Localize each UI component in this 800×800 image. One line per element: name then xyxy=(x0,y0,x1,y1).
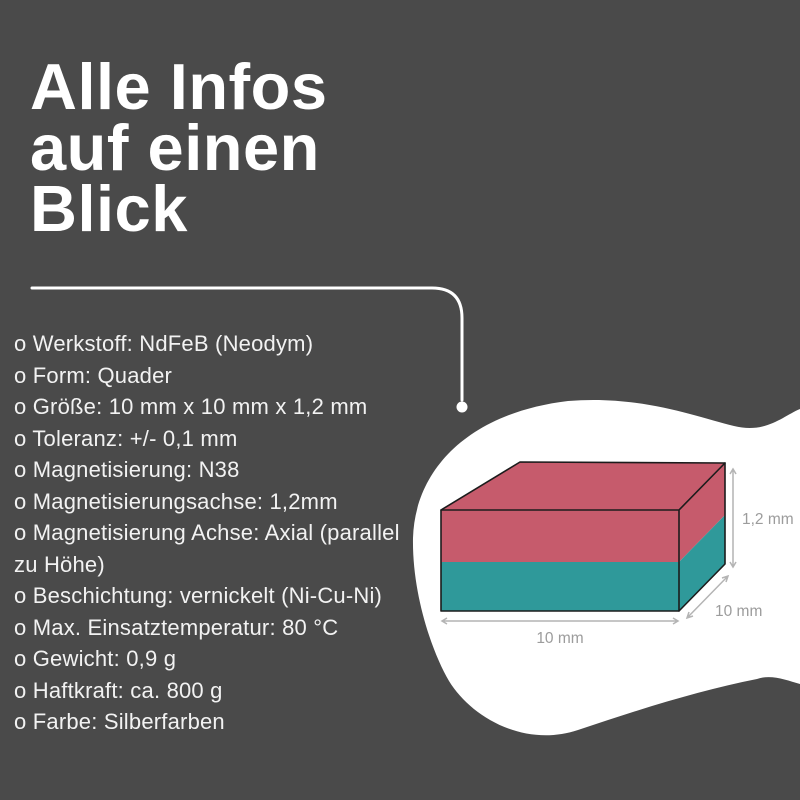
dimension-arrows xyxy=(440,467,737,625)
connector-line xyxy=(30,286,464,402)
spec-item: o Gewicht: 0,9 g xyxy=(14,646,177,671)
page-title-line: auf einen xyxy=(30,111,320,184)
magnet-side-face-south xyxy=(679,515,725,611)
depth-arrow xyxy=(685,574,730,620)
magnet-outline xyxy=(440,461,726,612)
spec-item: o Größe: 10 mm x 10 mm x 1,2 mm xyxy=(14,394,368,419)
width-arrow xyxy=(440,617,680,625)
spec-item: o Magnetisierungsachse: 1,2mm xyxy=(14,488,338,514)
spec-item: o Farbe: Silberfarben xyxy=(14,709,225,734)
magnet-side-face-north xyxy=(679,463,725,562)
spec-item: o Form: Quader xyxy=(14,362,173,388)
height-arrow xyxy=(729,467,737,569)
spec-item: o Beschichtung: vernickelt (Ni-Cu-Ni) xyxy=(14,583,383,608)
depth-dimension-label: 10 mm xyxy=(715,603,762,620)
width-dimension-label: 10 mm xyxy=(536,630,583,647)
connector-dot xyxy=(456,401,468,413)
page-title-line: Blick xyxy=(30,172,188,245)
spec-item: o Magnetisierung: N38 xyxy=(14,457,240,482)
magnet-illustration xyxy=(440,461,726,612)
height-dimension-label: 1,2 mm xyxy=(742,511,794,528)
page-title: Alle Infos auf einen Blick xyxy=(30,50,328,245)
page-title-line: Alle Infos xyxy=(30,50,328,123)
spec-item: o Toleranz: +/- 0,1 mm xyxy=(14,425,238,451)
spec-item: o Haftkraft: ca. 800 g xyxy=(14,677,223,703)
magnet-front-face-north xyxy=(441,510,679,562)
spec-item: o Max. Einsatztemperatur: 80 °C xyxy=(14,614,339,640)
spec-list: o Werkstoff: NdFeB (Neodym) o Form: Quad… xyxy=(14,328,400,738)
spec-item: o Werkstoff: NdFeB (Neodym) xyxy=(14,331,314,356)
spec-item: o Magnetisierung Achse: Axial (parallel xyxy=(14,520,400,545)
magnet-top-face xyxy=(441,462,725,510)
magnet-inner-edges xyxy=(440,462,726,612)
spec-item-wrap: zu Höhe) xyxy=(14,551,105,577)
magnet-front-face-south xyxy=(441,562,679,611)
